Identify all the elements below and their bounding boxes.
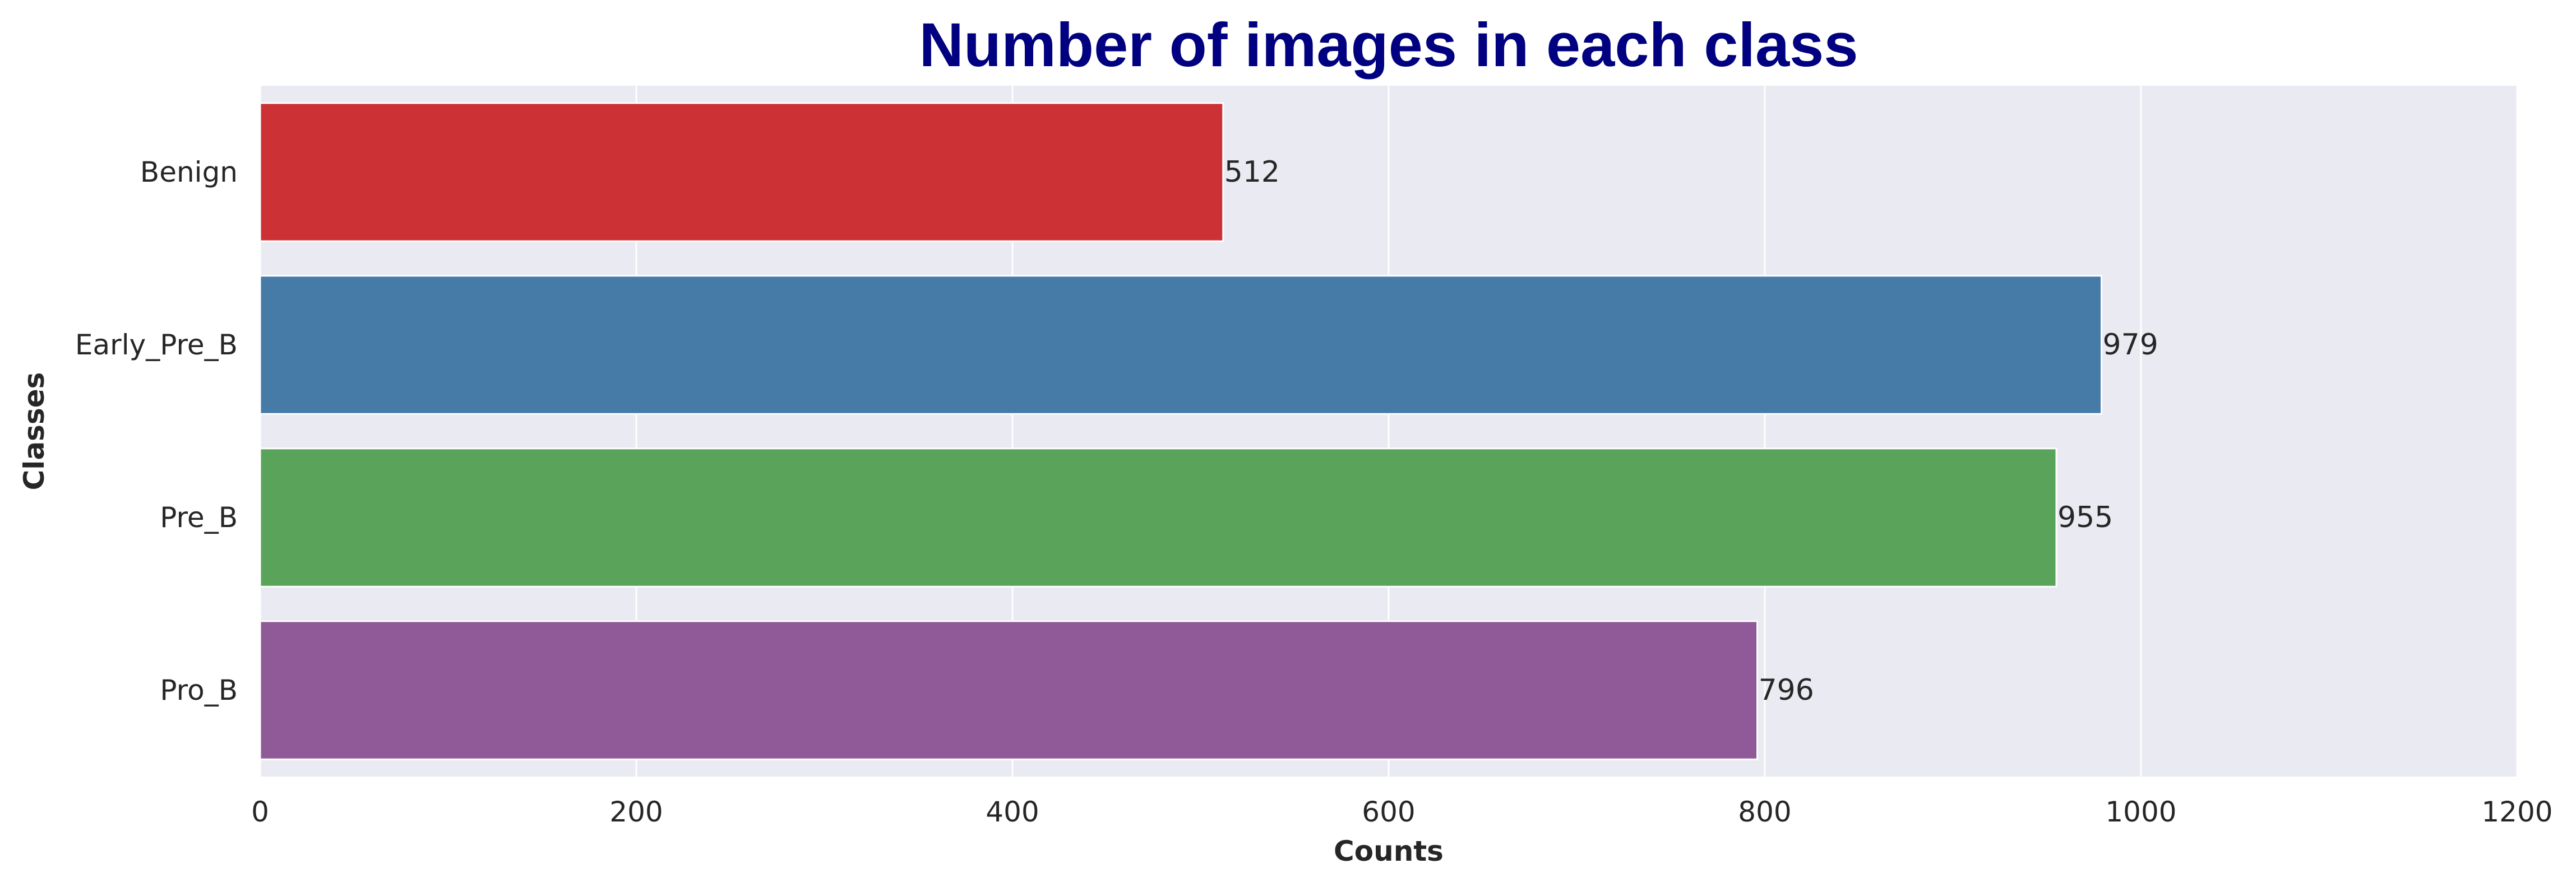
y-tick-label: Early_Pre_B bbox=[75, 329, 238, 361]
x-axis-label: Counts bbox=[1334, 835, 1444, 867]
bar-value-label: 955 bbox=[2057, 501, 2113, 534]
chart-title: Number of images in each class bbox=[919, 11, 1858, 80]
bar-value-label: 979 bbox=[2103, 328, 2158, 362]
bar-pre-b bbox=[259, 447, 2057, 588]
y-tick-label: Pre_B bbox=[160, 501, 238, 534]
bar-benign bbox=[259, 102, 1224, 242]
x-tick-label: 600 bbox=[1362, 796, 1415, 828]
x-tick-labels: 0 200 400 600 800 1000 1200 bbox=[251, 796, 2553, 828]
y-tick-labels: Benign Early_Pre_B Pre_B Pro_B bbox=[75, 156, 238, 707]
x-tick-label: 0 bbox=[251, 796, 269, 828]
bar-early-pre-b bbox=[259, 275, 2103, 415]
y-tick-label: Pro_B bbox=[160, 674, 238, 707]
x-tick-label: 200 bbox=[609, 796, 663, 828]
y-axis-label: Classes bbox=[18, 372, 50, 491]
x-tick-label: 400 bbox=[986, 796, 1039, 828]
x-tick-label: 800 bbox=[1738, 796, 1791, 828]
bar-value-label: 512 bbox=[1224, 155, 1280, 189]
bars bbox=[259, 102, 2103, 760]
value-labels: 512 979 955 796 bbox=[1224, 155, 2158, 707]
y-tick-label: Benign bbox=[140, 156, 238, 188]
bar-value-label: 796 bbox=[1759, 673, 1814, 707]
x-tick-label: 1000 bbox=[2105, 796, 2176, 828]
bar-pro-b bbox=[259, 620, 1759, 760]
x-tick-label: 1200 bbox=[2481, 796, 2552, 828]
